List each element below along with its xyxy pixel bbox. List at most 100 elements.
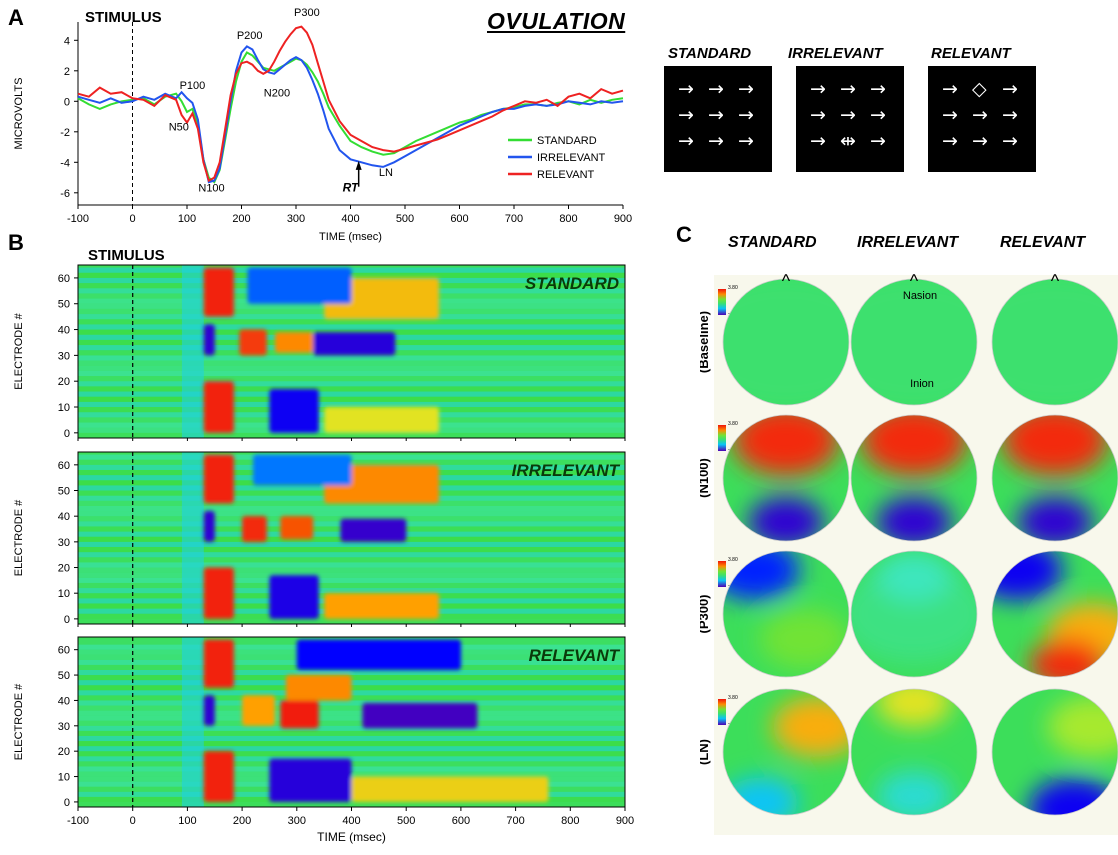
topo-row-component-label: (P300)	[700, 594, 711, 633]
heatmap-x-tick-label: 100	[178, 815, 196, 827]
stimulus-glyph: ◇	[972, 78, 987, 100]
topo-blob	[748, 496, 824, 541]
topo-map	[851, 551, 977, 677]
stimulus-glyph: →	[972, 130, 988, 152]
heatmap-electrode-band	[78, 386, 625, 392]
stimulus-glyph: →	[870, 130, 886, 152]
heatmap-electrode-band	[78, 562, 625, 568]
topo-outline	[722, 550, 850, 678]
erp-annotation: P200	[237, 30, 263, 42]
heatmap-cell-block	[203, 567, 234, 619]
heatmap-cell-block	[203, 751, 234, 802]
topo-blob	[759, 608, 849, 670]
heatmap-y-tick-label: 20	[58, 563, 70, 575]
heatmap-cell-block	[242, 695, 275, 726]
heatmap-cell-block	[269, 575, 319, 619]
heatmap-x-tick-label: 500	[397, 815, 415, 827]
heatmap-y-tick-label: 30	[58, 721, 70, 733]
heatmap-x-tick-label: 800	[561, 815, 579, 827]
topo-map	[723, 415, 849, 541]
stimulus-box-title-standard: STANDARD	[668, 45, 752, 62]
heatmap-y-tick-label: 50	[58, 486, 70, 498]
heatmap-x-tick-label: 900	[616, 815, 634, 827]
stimulus-glyph: →	[708, 130, 724, 152]
stimulus-glyph: →	[738, 104, 754, 126]
heatmap-x-tick-label: 600	[452, 815, 470, 827]
panel-a-stimulus-label: STIMULUS	[85, 9, 162, 26]
colorbar-top-label: 3.80	[728, 421, 738, 427]
heatmap-electrode-band	[78, 396, 625, 402]
heatmap-cell-block	[203, 695, 215, 726]
heatmap-panel	[78, 637, 625, 807]
erp-annotation: LN	[379, 167, 393, 179]
heatmap-x-tick-label: -100	[67, 815, 89, 827]
heatmap-blob-group	[203, 639, 549, 802]
heatmap-blob-group	[203, 267, 440, 433]
topo-row-component-label: (N100)	[700, 458, 711, 498]
erp-line-chart: -6 -4 -2 0 2 4 -100 0 100 200 300 400 500 600 700 800 90…	[13, 7, 632, 243]
topo-map	[723, 689, 849, 815]
panel-letter-b: B	[8, 230, 24, 255]
stimulus-glyph: →	[810, 130, 826, 152]
colorbar-top-label: 3.80	[728, 285, 738, 291]
stimulus-box: → → → → → → → → →	[664, 66, 772, 172]
heatmap-y-tick-label: 10	[58, 588, 70, 600]
legend-label: STANDARD	[537, 135, 597, 147]
panel-a-title: OVULATION	[487, 8, 626, 34]
heatmap-cell-block	[296, 639, 461, 670]
heatmap-electrode-band	[78, 572, 625, 578]
colorbar-top-label: 3.80	[728, 695, 738, 701]
topo-outline	[722, 278, 850, 406]
heatmap-onset-band	[181, 452, 204, 624]
topo-blob	[876, 496, 952, 541]
erp-annotation: N50	[169, 121, 189, 133]
stimulus-glyph: →	[942, 130, 958, 152]
stimulus-glyph: →	[678, 78, 694, 100]
heatmap-electrode-band	[78, 505, 625, 512]
stimulus-glyph: →	[678, 130, 694, 152]
erp-y-tick-label: -6	[60, 188, 70, 200]
topo-blob-group	[876, 689, 952, 815]
colorbar	[718, 425, 726, 451]
heatmap-x-tick-label: 200	[233, 815, 251, 827]
colorbar-top-label: 3.80	[728, 557, 738, 563]
heatmap-cell-block	[285, 675, 352, 701]
heatmap-y-tick-label: 40	[58, 325, 70, 337]
erp-x-axis-label: TIME (msec)	[319, 231, 382, 243]
heatmap-y-tick-label: 0	[64, 797, 70, 809]
stimulus-glyph: →	[840, 104, 856, 126]
topo-blob-group	[851, 551, 977, 665]
topo-outline	[850, 550, 978, 678]
erp-x-tick-label: 300	[287, 213, 305, 225]
erp-annotation: N200	[264, 88, 290, 100]
heatmap-electrode-band	[78, 710, 625, 716]
heatmap-electrode-band	[78, 577, 625, 583]
topo-outline	[850, 688, 978, 816]
topo-blob-group	[1002, 415, 1108, 541]
topo-column-title-standard: STANDARD	[728, 234, 817, 251]
erp-annotation: N100	[198, 182, 224, 194]
heatmap-electrode-band	[78, 511, 625, 517]
erp-x-tick-label: -100	[67, 213, 89, 225]
heatmap-electrode-band	[78, 355, 625, 361]
stimulus-glyph: →	[840, 78, 856, 100]
stimulus-glyph: →	[870, 78, 886, 100]
heatmap-panel	[78, 265, 625, 438]
heatmap-electrode-band	[78, 725, 625, 731]
heatmap-cell-block	[324, 593, 440, 619]
erp-annotation: P100	[180, 80, 206, 92]
heatmap-electrode-band	[78, 324, 625, 330]
heatmap-electrode-band	[78, 557, 625, 563]
topo-blob-group	[861, 415, 967, 541]
heatmap-electrode-band	[78, 582, 625, 589]
heatmap-x-tick-label: 0	[130, 815, 136, 827]
heatmap-y-tick-label: 20	[58, 376, 70, 388]
stimulus-glyph: →	[1002, 130, 1018, 152]
stimulus-glyph: →	[972, 104, 988, 126]
heatmap-electrode-band	[78, 365, 625, 371]
stimulus-glyph: →	[1002, 104, 1018, 126]
heatmap-cell-block	[362, 702, 478, 729]
erp-x-tick-label: 0	[129, 213, 135, 225]
erp-y-tick-label: -4	[60, 157, 70, 169]
heatmap-electrode-band	[78, 705, 625, 711]
